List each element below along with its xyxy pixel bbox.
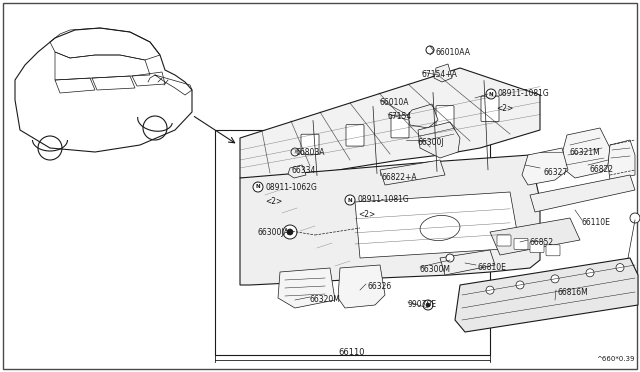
Text: <2>: <2> bbox=[496, 104, 513, 113]
FancyBboxPatch shape bbox=[436, 106, 454, 130]
Text: 67154+A: 67154+A bbox=[422, 70, 458, 79]
Polygon shape bbox=[338, 265, 385, 308]
FancyBboxPatch shape bbox=[481, 96, 499, 122]
Circle shape bbox=[345, 195, 355, 205]
Polygon shape bbox=[418, 122, 460, 158]
Text: 66822+A: 66822+A bbox=[382, 173, 418, 182]
Text: 66320M: 66320M bbox=[310, 295, 341, 304]
Circle shape bbox=[516, 281, 524, 289]
Circle shape bbox=[586, 269, 594, 277]
Circle shape bbox=[253, 182, 263, 192]
Text: 66822: 66822 bbox=[590, 165, 614, 174]
FancyBboxPatch shape bbox=[346, 125, 364, 146]
Text: 66810E: 66810E bbox=[478, 263, 507, 272]
Circle shape bbox=[486, 89, 496, 99]
Text: 66321M: 66321M bbox=[570, 148, 601, 157]
Text: N: N bbox=[348, 198, 352, 202]
Text: 99070E: 99070E bbox=[408, 300, 437, 309]
Circle shape bbox=[423, 300, 433, 310]
Polygon shape bbox=[530, 175, 635, 212]
Text: 66110: 66110 bbox=[339, 348, 365, 357]
Polygon shape bbox=[240, 68, 540, 180]
Text: N: N bbox=[256, 185, 260, 189]
Polygon shape bbox=[240, 155, 540, 285]
FancyBboxPatch shape bbox=[546, 245, 560, 256]
Text: 08911-1062G: 08911-1062G bbox=[265, 183, 317, 192]
Text: 66326: 66326 bbox=[368, 282, 392, 291]
Text: <2>: <2> bbox=[358, 210, 375, 219]
Text: 66300M: 66300M bbox=[420, 265, 451, 274]
Circle shape bbox=[486, 286, 494, 294]
Text: 66300J: 66300J bbox=[418, 138, 445, 147]
Text: N: N bbox=[489, 92, 493, 96]
Circle shape bbox=[551, 275, 559, 283]
Polygon shape bbox=[563, 128, 610, 178]
Text: 66010A: 66010A bbox=[380, 98, 410, 107]
FancyBboxPatch shape bbox=[530, 241, 544, 253]
Text: 66816M: 66816M bbox=[558, 288, 589, 297]
Polygon shape bbox=[440, 250, 495, 275]
Text: 66334: 66334 bbox=[292, 166, 316, 175]
FancyBboxPatch shape bbox=[497, 235, 511, 246]
Polygon shape bbox=[278, 268, 335, 308]
Text: 66010AA: 66010AA bbox=[435, 48, 470, 57]
Text: 66327: 66327 bbox=[543, 168, 567, 177]
Text: 66852: 66852 bbox=[530, 238, 554, 247]
Polygon shape bbox=[455, 258, 638, 332]
Text: 66300JA: 66300JA bbox=[258, 228, 290, 237]
Text: 08911-1081G: 08911-1081G bbox=[357, 196, 409, 205]
FancyBboxPatch shape bbox=[514, 238, 528, 249]
Polygon shape bbox=[380, 160, 445, 185]
Circle shape bbox=[287, 229, 293, 235]
Text: 66803A: 66803A bbox=[296, 148, 326, 157]
Circle shape bbox=[616, 264, 624, 272]
Polygon shape bbox=[355, 192, 520, 258]
Polygon shape bbox=[522, 148, 568, 185]
Text: 08911-1081G: 08911-1081G bbox=[498, 90, 550, 99]
Circle shape bbox=[426, 303, 430, 307]
Polygon shape bbox=[288, 165, 306, 178]
FancyBboxPatch shape bbox=[301, 134, 319, 154]
Polygon shape bbox=[434, 64, 452, 82]
Text: <2>: <2> bbox=[265, 197, 282, 206]
Circle shape bbox=[630, 213, 640, 223]
Text: 66110E: 66110E bbox=[582, 218, 611, 227]
Text: 67154: 67154 bbox=[388, 112, 412, 121]
Bar bbox=[215, 130, 490, 355]
Ellipse shape bbox=[420, 215, 460, 241]
Polygon shape bbox=[608, 140, 635, 180]
Text: ^660*0.39: ^660*0.39 bbox=[596, 356, 634, 362]
Circle shape bbox=[446, 254, 454, 262]
FancyBboxPatch shape bbox=[391, 115, 409, 138]
Polygon shape bbox=[490, 218, 580, 255]
Circle shape bbox=[283, 225, 297, 239]
Polygon shape bbox=[408, 104, 438, 128]
